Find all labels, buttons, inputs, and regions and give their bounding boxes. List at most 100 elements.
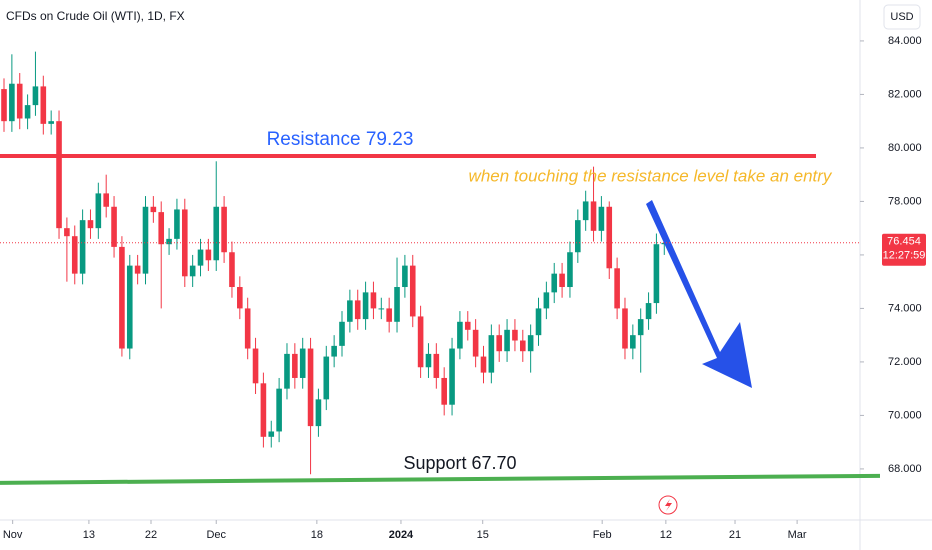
candle-body: [126, 265, 133, 349]
candle-body: [417, 316, 424, 368]
candle-body: [637, 319, 644, 336]
candle: [331, 335, 337, 368]
candle: [252, 337, 259, 395]
candle: [142, 196, 149, 285]
y-tick-label: 74.000: [888, 302, 922, 314]
candle-body: [425, 353, 432, 368]
candle: [16, 73, 23, 130]
candle: [103, 174, 109, 218]
candle-body: [79, 220, 86, 274]
candle: [480, 345, 487, 384]
candle-body: [299, 348, 306, 378]
candle: [598, 196, 605, 242]
event-bolt: [665, 499, 672, 511]
candle-body: [181, 209, 188, 277]
candle-body: [142, 206, 149, 274]
last-price-label: 76.454: [887, 236, 921, 248]
candle-body: [504, 329, 510, 352]
x-tick-label: 2024: [389, 529, 414, 541]
candle-body: [189, 265, 196, 277]
candle: [237, 276, 243, 320]
candle: [48, 110, 54, 135]
candle-body: [64, 228, 70, 237]
candle: [126, 254, 133, 360]
candle: [402, 254, 408, 298]
x-tick-label: 12: [660, 529, 672, 541]
candle-body: [71, 236, 78, 274]
candle-body: [292, 353, 298, 378]
candle: [87, 209, 94, 239]
candle-body: [205, 249, 212, 261]
chart-title: CFDs on Crude Oil (WTI), 1D, FX: [6, 9, 185, 23]
y-tick-label: 70.000: [888, 409, 922, 421]
candle: [512, 319, 518, 352]
candle: [449, 337, 455, 416]
candle: [488, 324, 495, 384]
candle-body: [331, 345, 337, 357]
candle-body: [559, 273, 565, 288]
candle: [284, 343, 290, 400]
last-price-box: [882, 233, 926, 266]
candle-body: [535, 308, 542, 336]
annotation: when touching the resistance level take …: [469, 166, 833, 185]
plot: [1, 51, 668, 475]
candle-body: [630, 335, 636, 349]
candle-body: [221, 206, 227, 253]
candle-body: [95, 193, 102, 229]
resistance-label: Resistance 79.23: [267, 129, 414, 150]
candle-body: [409, 265, 416, 317]
candle: [40, 75, 47, 135]
candle: [1, 78, 7, 132]
candle: [582, 190, 589, 231]
candle: [244, 297, 251, 360]
candle: [197, 238, 204, 277]
candle: [229, 241, 235, 298]
y-tick-label: 80.000: [888, 142, 922, 154]
candle-body: [315, 399, 322, 427]
candle-body: [103, 193, 109, 207]
candle: [551, 262, 558, 304]
candle: [205, 238, 212, 271]
candle: [590, 166, 597, 242]
candle-body: [472, 329, 479, 357]
candle-body: [464, 321, 471, 330]
y-tick-label: 84.000: [888, 35, 922, 47]
candle: [276, 377, 282, 443]
support-label: Support 67.70: [403, 453, 516, 473]
x-tick-label: Feb: [593, 529, 612, 541]
candle-body: [237, 287, 243, 309]
candle-body: [614, 268, 620, 309]
candle: [362, 281, 369, 330]
candle-body: [543, 292, 550, 309]
candle: [150, 196, 157, 223]
candle: [221, 196, 227, 263]
candle: [378, 297, 385, 320]
candle: [111, 196, 117, 258]
candle-body: [24, 105, 31, 119]
candle: [472, 319, 479, 368]
x-tick-label: 22: [145, 529, 157, 541]
candle: [339, 311, 345, 357]
candle-body: [150, 206, 157, 213]
candle: [79, 209, 86, 285]
candle: [24, 94, 31, 130]
candle: [441, 367, 447, 416]
y-tick-label: 72.000: [888, 356, 922, 368]
candle-body: [284, 353, 290, 389]
candle-body: [260, 383, 267, 437]
candle: [174, 198, 180, 250]
candle-body: [622, 308, 628, 349]
candle: [630, 324, 636, 360]
candle: [614, 257, 620, 320]
candle: [386, 297, 392, 333]
candle: [496, 324, 503, 362]
candle: [56, 110, 62, 239]
candle-body: [653, 244, 660, 304]
currency-button[interactable]: [883, 4, 921, 30]
candle: [292, 343, 298, 389]
candle-body: [56, 121, 62, 229]
candle: [527, 324, 534, 373]
y-tick-label: 82.000: [888, 88, 922, 100]
